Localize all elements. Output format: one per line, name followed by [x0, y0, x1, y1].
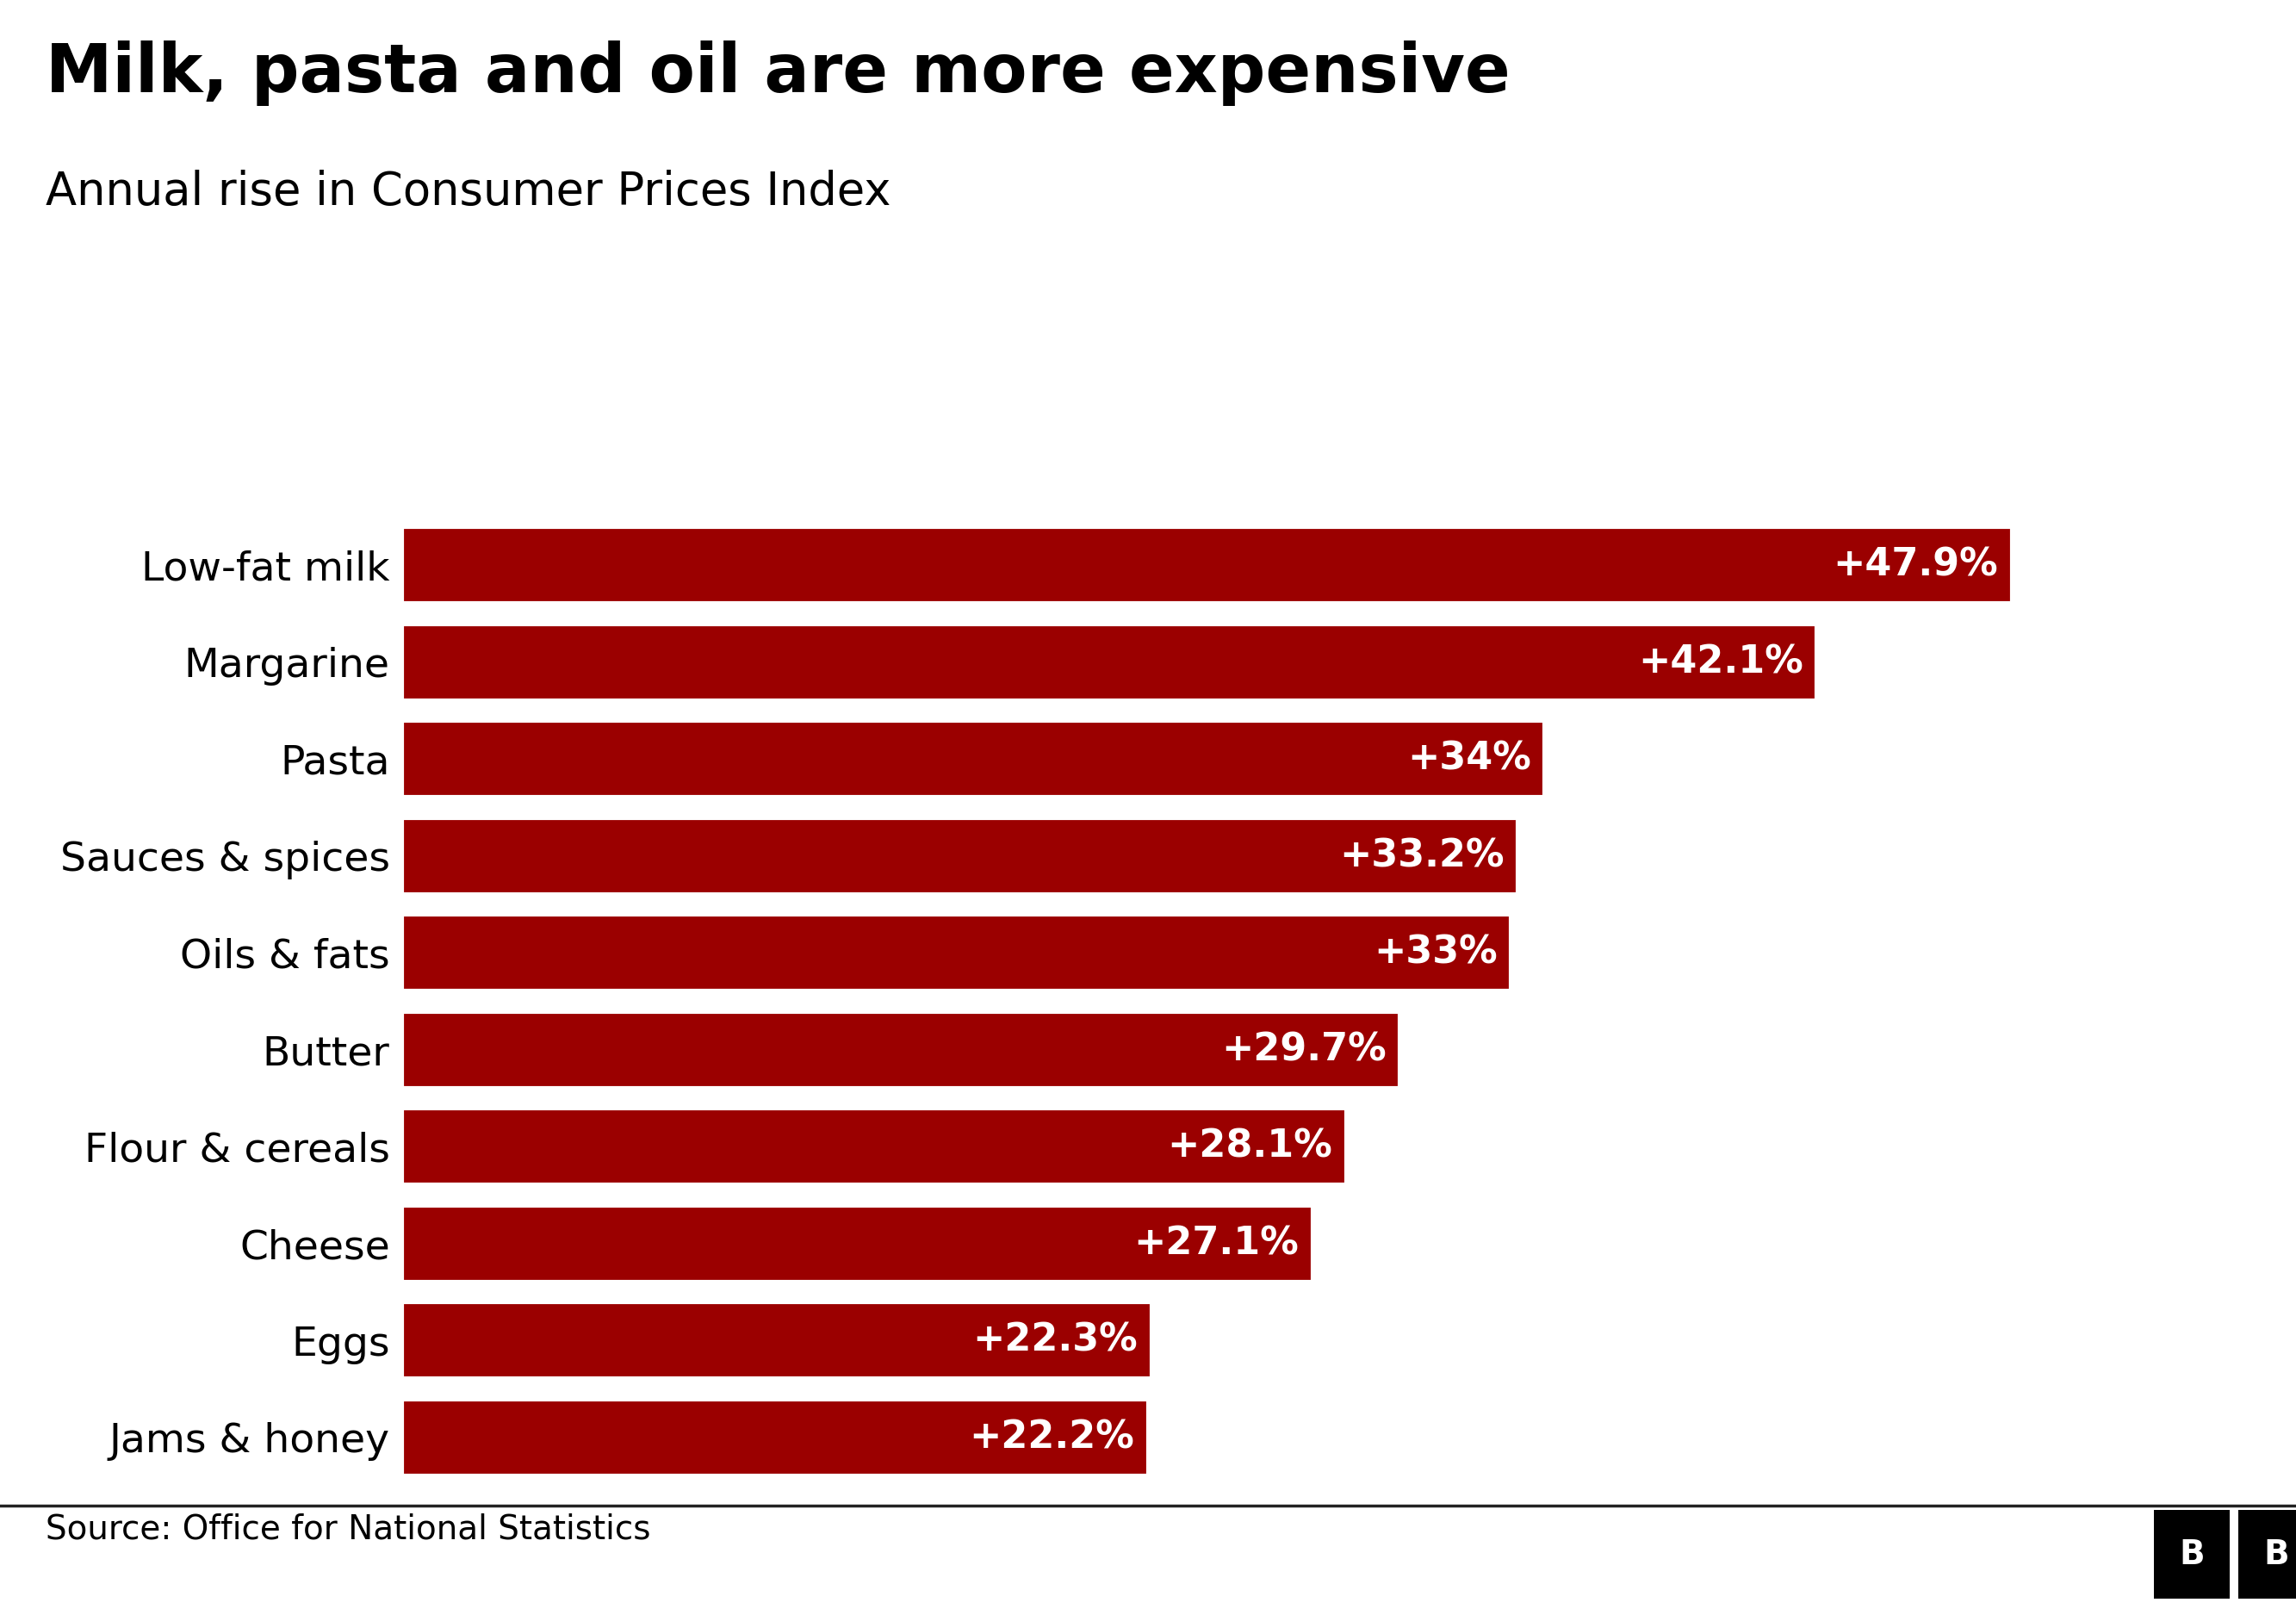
- Text: Milk, pasta and oil are more expensive: Milk, pasta and oil are more expensive: [46, 40, 1511, 107]
- Bar: [402, 1110, 1345, 1184]
- Text: Annual rise in Consumer Prices Index: Annual rise in Consumer Prices Index: [46, 170, 891, 215]
- Text: +47.9%: +47.9%: [1832, 547, 1998, 583]
- Bar: [402, 819, 1518, 893]
- Bar: [402, 625, 1816, 699]
- Text: B: B: [2264, 1537, 2289, 1571]
- Bar: [402, 1400, 1148, 1474]
- Text: +28.1%: +28.1%: [1169, 1129, 1332, 1164]
- Text: +29.7%: +29.7%: [1221, 1032, 1387, 1068]
- Bar: [402, 1206, 1313, 1281]
- Text: +22.2%: +22.2%: [969, 1420, 1134, 1455]
- Text: +22.3%: +22.3%: [974, 1323, 1139, 1358]
- Text: +33%: +33%: [1373, 935, 1497, 971]
- Bar: [402, 916, 1511, 990]
- Bar: [402, 528, 2011, 602]
- Text: B: B: [2179, 1537, 2204, 1571]
- Bar: [402, 1013, 1401, 1087]
- Bar: [402, 722, 1545, 796]
- Text: Source: Office for National Statistics: Source: Office for National Statistics: [46, 1513, 652, 1546]
- Text: +34%: +34%: [1407, 741, 1531, 777]
- Text: +27.1%: +27.1%: [1134, 1226, 1300, 1261]
- Text: +42.1%: +42.1%: [1637, 644, 1802, 680]
- Text: +33.2%: +33.2%: [1339, 838, 1504, 874]
- Bar: [402, 1303, 1150, 1378]
